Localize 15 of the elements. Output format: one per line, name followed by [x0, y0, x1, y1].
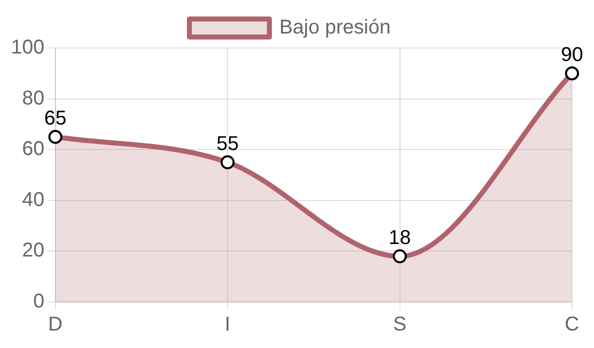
y-tick-label: 100	[10, 36, 44, 59]
y-tick-label: 80	[22, 87, 44, 110]
legend-label: Bajo presión	[279, 16, 391, 39]
data-label: 55	[216, 132, 239, 155]
data-label: 18	[388, 226, 411, 249]
y-tick-label: 60	[22, 138, 44, 160]
y-tick-label: 20	[22, 240, 44, 262]
y-tick-label: 0	[33, 290, 44, 313]
x-tick-label: C	[564, 314, 580, 336]
x-tick-label: I	[224, 314, 230, 336]
x-tick-label: D	[48, 314, 63, 336]
x-tick-label: S	[393, 314, 406, 336]
data-label: 65	[44, 107, 66, 130]
y-tick-label: 40	[22, 188, 44, 211]
data-label: 90	[560, 44, 584, 66]
